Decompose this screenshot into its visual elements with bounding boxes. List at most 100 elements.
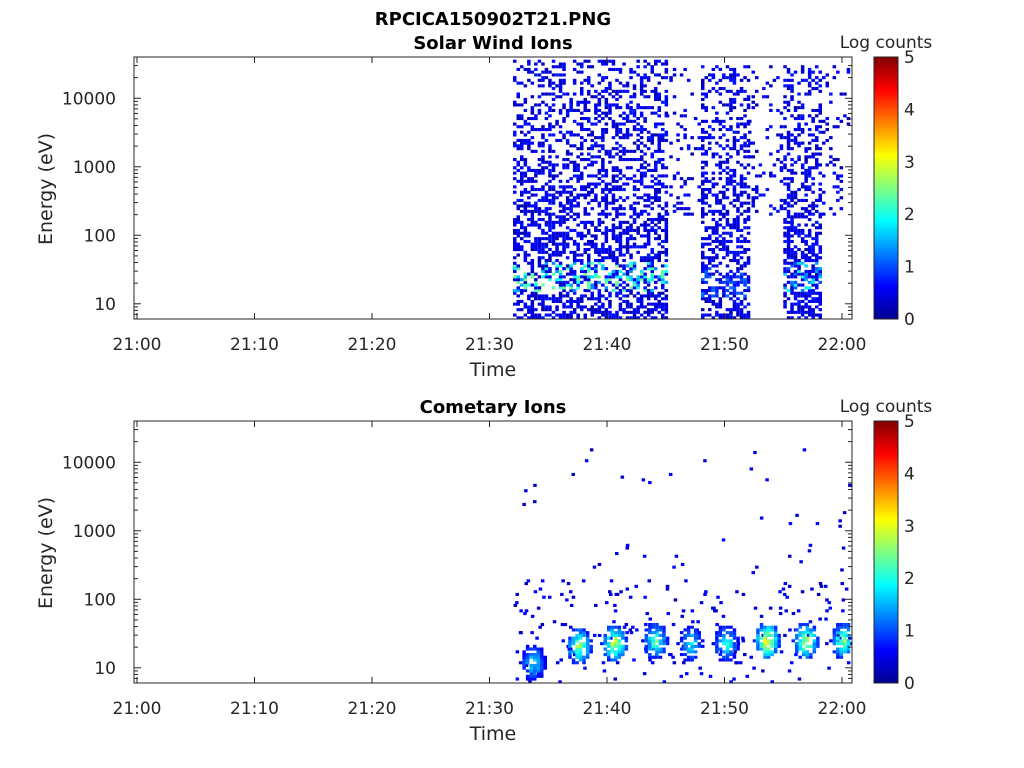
heatmap-cell [548, 78, 552, 82]
heatmap-cell [589, 644, 593, 648]
heatmap-cell [565, 185, 570, 189]
heatmap-cell [646, 163, 651, 167]
heatmap-cell [608, 103, 612, 107]
heatmap-cell [832, 631, 837, 635]
heatmap-cell [755, 188, 759, 192]
heatmap-cell [788, 554, 792, 558]
heatmap-cell [693, 639, 698, 643]
heatmap-cell [516, 125, 520, 129]
heatmap-cell [548, 305, 552, 309]
heatmap-cell [594, 259, 598, 263]
heatmap-cell [533, 663, 537, 667]
heatmap-cell [797, 291, 801, 295]
heatmap-cell [548, 201, 552, 205]
heatmap-cell [654, 196, 658, 200]
heatmap-cell [587, 239, 591, 243]
heatmap-cell [704, 289, 708, 293]
heatmap-cell [608, 256, 612, 260]
heatmap-cell [729, 97, 733, 101]
heatmap-cell [786, 133, 791, 137]
heatmap-cell [520, 103, 524, 107]
heatmap-cell [523, 141, 528, 145]
heatmap-cell [763, 642, 767, 646]
heatmap-cell [551, 237, 556, 241]
heatmap-cell [562, 283, 566, 287]
heatmap-cell [773, 639, 778, 643]
heatmap-cell [732, 179, 737, 183]
heatmap-cell [569, 313, 573, 317]
heatmap-cell [654, 286, 658, 290]
heatmap-cell [558, 89, 563, 93]
heatmap-cell [639, 234, 644, 238]
heatmap-cell [541, 62, 545, 66]
heatmap-cell [523, 97, 528, 101]
heatmap-cell [558, 316, 563, 320]
heatmap-cell [654, 73, 658, 77]
heatmap-cell [759, 636, 764, 640]
heatmap-cell [541, 70, 545, 74]
heatmap-cell [530, 267, 535, 271]
heatmap-cell [636, 215, 640, 219]
heatmap-cell [807, 256, 812, 260]
heatmap-cell [822, 201, 826, 205]
heatmap-cell [839, 92, 844, 96]
heatmap-cell [624, 644, 629, 648]
heatmap-cell [746, 278, 751, 282]
heatmap-cell [583, 103, 587, 107]
heatmap-cell [783, 283, 787, 287]
heatmap-cell [832, 76, 837, 80]
heatmap-cell [644, 647, 649, 651]
heatmap-cell [541, 92, 545, 96]
heatmap-cell [664, 248, 669, 252]
heatmap-cell [804, 171, 808, 175]
heatmap-cell [611, 166, 616, 170]
heatmap-cell [537, 78, 542, 82]
heatmap-cell [513, 177, 517, 181]
heatmap-cell [732, 70, 737, 74]
heatmap-cell [589, 448, 594, 452]
heatmap-cell [818, 223, 822, 227]
heatmap-cell [580, 92, 584, 96]
heatmap-cell [711, 239, 716, 243]
heatmap-cell [551, 212, 556, 216]
heatmap-cell [800, 289, 805, 293]
colorbar-tick-label: 1 [904, 258, 915, 278]
heatmap-cell [611, 226, 616, 230]
heatmap-cell [680, 614, 684, 618]
heatmap-cell [536, 663, 540, 667]
heatmap-cell [639, 275, 644, 279]
heatmap-cell [629, 158, 633, 162]
heatmap-cell [657, 196, 661, 200]
heatmap-cell [611, 250, 616, 254]
heatmap-cell [629, 166, 633, 170]
heatmap-cell [783, 177, 787, 181]
heatmap-cell [634, 584, 638, 588]
heatmap-cell [587, 228, 591, 232]
heatmap-cell [587, 259, 591, 263]
heatmap-cell [812, 625, 817, 629]
heatmap-cell [759, 516, 764, 520]
heatmap-cell [575, 644, 579, 648]
heatmap-cell [661, 272, 665, 276]
heatmap-cell [582, 633, 586, 637]
heatmap-cell [565, 245, 570, 249]
heatmap-cell [825, 138, 829, 142]
heatmap-cell [779, 198, 784, 202]
heatmap-cell [751, 155, 755, 159]
heatmap-cell [729, 89, 733, 93]
heatmap-cell [597, 220, 602, 224]
heatmap-cell [658, 628, 663, 632]
heatmap-cell [583, 272, 587, 276]
heatmap-cell [807, 174, 812, 178]
heatmap-cell [629, 226, 633, 230]
heatmap-cell [611, 259, 616, 263]
colorbar-tick-label: 1 [904, 622, 915, 642]
heatmap-cell [773, 628, 778, 632]
heatmap-cell [527, 253, 531, 257]
heatmap-cell [632, 313, 637, 317]
heatmap-cell [739, 280, 744, 284]
heatmap-cell [704, 313, 708, 317]
heatmap-cell [648, 636, 652, 640]
heatmap-cell [708, 136, 712, 140]
heatmap-cell [587, 201, 591, 205]
